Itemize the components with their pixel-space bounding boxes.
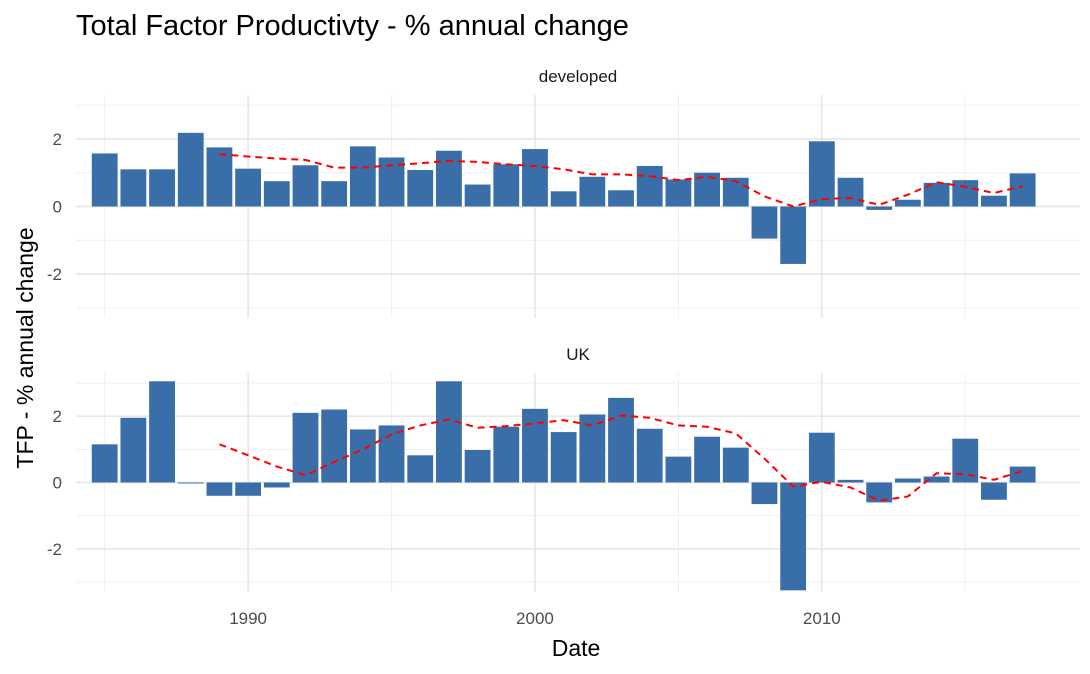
bar-1986 xyxy=(120,417,147,483)
bar-2004 xyxy=(636,428,663,483)
x-axis: 1990 2000 2010 xyxy=(229,609,841,628)
bar-1985 xyxy=(91,444,118,483)
trend-line xyxy=(219,414,1023,502)
bar-1993 xyxy=(321,181,348,207)
bar-1997 xyxy=(436,381,462,483)
bar-2005 xyxy=(665,456,692,483)
y-tick-label: -2 xyxy=(47,540,62,559)
bar-2013 xyxy=(894,199,921,207)
trend-line xyxy=(219,153,1023,208)
bar-2017 xyxy=(1009,466,1036,483)
bar-1989 xyxy=(206,482,233,496)
bar-1993 xyxy=(321,409,348,483)
bar-1991 xyxy=(263,482,290,488)
bar-2008 xyxy=(751,206,778,239)
bar-2016 xyxy=(981,482,1007,500)
bar-1996 xyxy=(407,170,434,207)
bar-2007 xyxy=(722,177,749,207)
x-axis-title: Date xyxy=(552,635,601,661)
bar-1997 xyxy=(436,150,462,207)
bar-2002 xyxy=(579,414,606,483)
bar-2003 xyxy=(608,397,634,483)
bar-1985 xyxy=(91,153,118,207)
facet-panel-1: UK -2 0 2 xyxy=(47,345,1080,592)
bar-2014 xyxy=(923,476,950,483)
bar-2003 xyxy=(608,190,634,207)
bar-2000 xyxy=(522,149,548,207)
bar-2012 xyxy=(866,482,893,503)
bar-2015 xyxy=(952,180,979,207)
bars xyxy=(91,381,1036,591)
bar-1998 xyxy=(464,449,491,483)
bar-2007 xyxy=(722,447,749,483)
bar-1988 xyxy=(177,132,204,207)
facet-panels: developed -2 0 2 UK -2 0 2 xyxy=(47,67,1080,592)
facet-strip-label: developed xyxy=(539,67,617,86)
bar-2013 xyxy=(894,478,921,483)
x-tick-label: 2000 xyxy=(516,609,554,628)
bar-1990 xyxy=(235,482,262,496)
bar-2005 xyxy=(665,179,692,207)
bar-1990 xyxy=(235,168,262,207)
bar-2009 xyxy=(780,206,807,264)
y-axis-title: TFP - % annual change xyxy=(12,227,38,468)
bar-2012 xyxy=(866,206,893,210)
bar-1992 xyxy=(292,165,319,207)
bar-1998 xyxy=(464,184,491,207)
bar-2008 xyxy=(751,482,778,505)
bar-1999 xyxy=(493,164,520,207)
chart-title: Total Factor Productivty - % annual chan… xyxy=(76,10,629,42)
y-tick-label: 0 xyxy=(53,474,62,493)
bar-1996 xyxy=(407,455,434,483)
bar-2001 xyxy=(550,432,577,483)
bar-2002 xyxy=(579,176,606,207)
bar-2004 xyxy=(636,165,663,207)
bar-2001 xyxy=(550,191,577,207)
x-tick-label: 1990 xyxy=(229,609,267,628)
y-tick-label: -2 xyxy=(47,265,62,284)
bar-2011 xyxy=(837,479,864,483)
bar-2000 xyxy=(522,408,548,483)
bar-1999 xyxy=(493,426,520,483)
bar-1989 xyxy=(206,147,233,207)
bar-1994 xyxy=(349,429,376,483)
bar-1994 xyxy=(349,146,376,207)
bar-2006 xyxy=(694,436,720,483)
bar-2014 xyxy=(923,182,950,207)
y-tick-label: 2 xyxy=(53,407,62,426)
bar-2011 xyxy=(837,177,864,207)
y-tick-label: 0 xyxy=(53,198,62,217)
bar-1988 xyxy=(177,482,204,484)
bars xyxy=(91,132,1036,264)
bar-2017 xyxy=(1009,173,1036,207)
bar-1987 xyxy=(149,381,175,483)
bar-1986 xyxy=(120,169,147,207)
bar-1991 xyxy=(263,181,290,207)
bar-2010 xyxy=(808,141,835,207)
x-tick-label: 2010 xyxy=(803,609,841,628)
facet-strip-label: UK xyxy=(566,345,590,364)
y-tick-label: 2 xyxy=(53,130,62,149)
bar-2010 xyxy=(808,432,835,483)
bar-1987 xyxy=(149,169,175,207)
bar-2016 xyxy=(981,195,1007,207)
facet-panel-0: developed -2 0 2 xyxy=(47,67,1080,318)
bar-2009 xyxy=(780,482,807,591)
